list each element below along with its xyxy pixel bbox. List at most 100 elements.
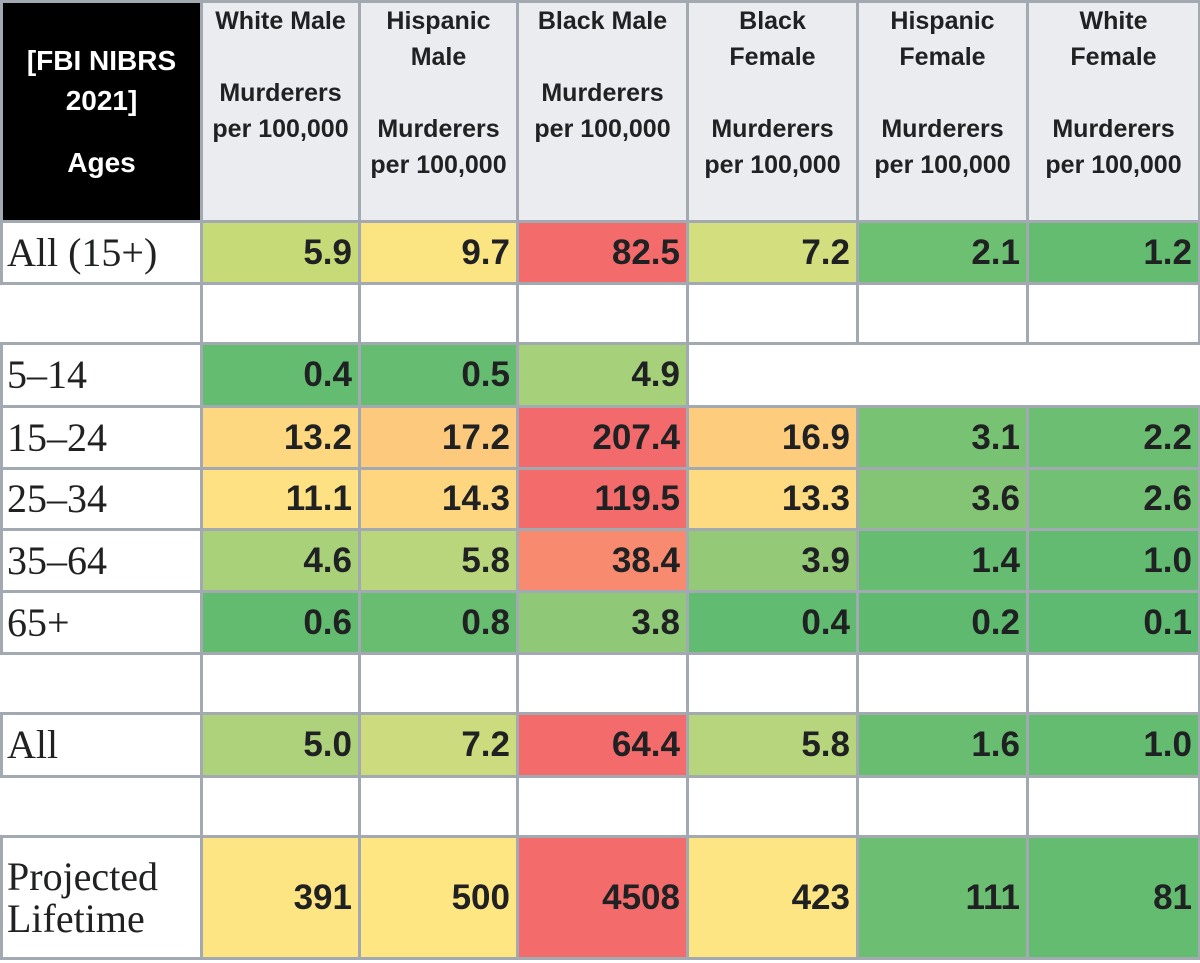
data-row: 35–64 4.6 5.8 38.4 3.9 1.4 1.0	[0, 528, 1200, 593]
value-cell: 3.1	[856, 405, 1029, 470]
column-unit: Murderers per 100,000	[212, 79, 349, 143]
column-header: Hispanic Female Murderers per 100,000	[856, 0, 1029, 223]
value-cell: 11.1	[200, 467, 361, 531]
value-cell: 391	[200, 835, 361, 960]
spacer-row	[2, 775, 1200, 838]
value-cell: 17.2	[358, 405, 519, 470]
value-cell: 3.8	[516, 590, 689, 655]
value-cell: 0.4	[200, 342, 361, 408]
value-cell: 0.1	[1026, 590, 1200, 655]
column-group: Hispanic Female	[890, 7, 995, 71]
value-cell: 4508	[516, 835, 689, 960]
column-header: Hispanic Male Murderers per 100,000	[358, 0, 519, 223]
value-cell: 3.6	[856, 467, 1029, 531]
spacer-row	[2, 282, 1200, 345]
spacer-cell	[1026, 775, 1200, 838]
value-cell: 119.5	[516, 467, 689, 531]
spacer-row	[2, 652, 1200, 715]
row-label: 25–34	[0, 467, 203, 531]
value-cell: 64.4	[516, 712, 689, 778]
value-cell: 38.4	[516, 528, 689, 593]
value-cell: 7.2	[358, 712, 519, 778]
row-label: 5–14	[0, 342, 203, 408]
spacer-cell	[686, 775, 859, 838]
spacer-cell	[516, 282, 689, 345]
value-cell: 14.3	[358, 467, 519, 531]
spacer-cell	[516, 652, 689, 715]
corner-label: Ages	[67, 146, 136, 178]
value-cell: 1.4	[856, 528, 1029, 593]
value-cell: 1.0	[1026, 528, 1200, 593]
value-cell: 13.3	[686, 467, 859, 531]
empty-cell	[858, 344, 1028, 407]
value-cell: 1.0	[1026, 712, 1200, 778]
spacer-cell	[1026, 282, 1200, 345]
spacer-cell	[516, 775, 689, 838]
column-header: Black Male Murderers per 100,000	[516, 0, 689, 223]
value-cell: 7.2	[686, 220, 859, 285]
value-cell: 1.6	[856, 712, 1029, 778]
spacer-cell	[200, 652, 361, 715]
spacer-cell	[358, 282, 519, 345]
corner-cell: [FBI NIBRS 2021] Ages	[0, 0, 203, 223]
column-group: Black Female	[729, 7, 816, 71]
column-group: White Male	[215, 7, 346, 35]
row-label: 15–24	[0, 405, 203, 470]
column-unit: Murderers per 100,000	[1045, 115, 1182, 179]
data-row: All 5.0 7.2 64.4 5.8 1.6 1.0	[0, 712, 1200, 778]
data-row: Projected Lifetime 391 500 4508 423 111 81	[0, 835, 1200, 960]
column-header: Black Female Murderers per 100,000	[686, 0, 859, 223]
spacer-cell	[856, 282, 1029, 345]
empty-cell	[688, 344, 858, 407]
value-cell: 500	[358, 835, 519, 960]
column-group: Hispanic Male	[386, 7, 491, 71]
spacer-cell	[686, 652, 859, 715]
value-cell: 4.9	[516, 342, 689, 408]
empty-cell	[1028, 344, 1200, 407]
value-cell: 111	[856, 835, 1029, 960]
column-unit: Murderers per 100,000	[874, 115, 1011, 179]
spacer-cell	[1026, 652, 1200, 715]
spacer-cell	[856, 775, 1029, 838]
data-row: 5–14 0.4 0.5 4.9	[0, 342, 1200, 408]
value-cell: 423	[686, 835, 859, 960]
row-label: All	[0, 712, 203, 778]
row-label: Projected Lifetime	[0, 835, 203, 960]
header-row: [FBI NIBRS 2021] Ages White Male Murderer…	[0, 0, 1200, 223]
spacer-cell	[358, 652, 519, 715]
spacer-cell	[200, 282, 361, 345]
spacer-cell	[358, 775, 519, 838]
value-cell: 81	[1026, 835, 1200, 960]
spacer-label	[2, 284, 202, 344]
data-row: 15–24 13.2 17.2 207.4 16.9 3.1 2.2	[0, 405, 1200, 470]
data-row: All (15+) 5.9 9.7 82.5 7.2 2.1 1.2	[0, 220, 1200, 285]
value-cell: 0.5	[358, 342, 519, 408]
column-group: Black Male	[537, 7, 668, 35]
value-cell: 5.8	[686, 712, 859, 778]
spacer-cell	[686, 282, 859, 345]
spacer-cell	[200, 775, 361, 838]
value-cell: 82.5	[516, 220, 689, 285]
value-cell: 0.6	[200, 590, 361, 655]
value-cell: 16.9	[686, 405, 859, 470]
value-cell: 4.6	[200, 528, 361, 593]
column-unit: Murderers per 100,000	[704, 115, 841, 179]
column-group: White Female	[1070, 7, 1157, 71]
row-label: All (15+)	[0, 220, 203, 285]
corner-title: [FBI NIBRS 2021]	[26, 44, 177, 116]
data-row: 25–34 11.1 14.3 119.5 13.3 3.6 2.6	[0, 467, 1200, 531]
value-cell: 5.9	[200, 220, 361, 285]
value-cell: 5.8	[358, 528, 519, 593]
spacer-cell	[856, 652, 1029, 715]
value-cell: 13.2	[200, 405, 361, 470]
spacer-label	[2, 654, 202, 714]
value-cell: 1.2	[1026, 220, 1200, 285]
value-cell: 0.4	[686, 590, 859, 655]
data-row: 65+ 0.6 0.8 3.8 0.4 0.2 0.1	[0, 590, 1200, 655]
column-unit: Murderers per 100,000	[370, 115, 507, 179]
value-cell: 2.2	[1026, 405, 1200, 470]
value-cell: 2.1	[856, 220, 1029, 285]
value-cell: 2.6	[1026, 467, 1200, 531]
